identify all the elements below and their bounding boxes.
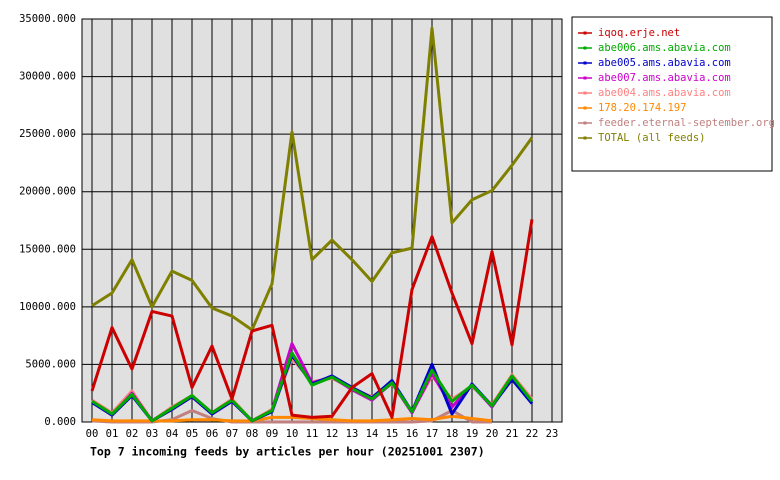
x-tick-label: 14: [366, 428, 379, 440]
x-tick-label: 06: [206, 428, 219, 440]
y-tick-label: 25000.000: [19, 128, 76, 140]
x-tick-label: 18: [446, 428, 459, 440]
legend-marker: [583, 106, 587, 110]
x-tick-label: 19: [466, 428, 479, 440]
chart-title: Top 7 incoming feeds by articles per hou…: [90, 445, 485, 459]
y-tick-label: 20000.000: [19, 186, 76, 198]
y-tick-label: 15000.000: [19, 243, 76, 255]
x-tick-label: 21: [506, 428, 519, 440]
x-tick-label: 23: [546, 428, 559, 440]
x-tick-label: 03: [146, 428, 159, 440]
legend-label: iqoq.erje.net: [598, 27, 680, 39]
y-tick-label: 0.000: [44, 416, 76, 428]
legend-label: TOTAL (all feeds): [598, 132, 705, 144]
legend-marker: [583, 121, 587, 125]
series-line: [91, 26, 534, 332]
x-tick-label: 17: [426, 428, 439, 440]
x-tick-label: 01: [106, 428, 119, 440]
x-tick-label: 12: [326, 428, 339, 440]
x-tick-label: 20: [486, 428, 499, 440]
legend-label: 178.20.174.197: [598, 102, 687, 114]
x-tick-label: 10: [286, 428, 299, 440]
x-tick-label: 05: [186, 428, 199, 440]
x-tick-label: 04: [166, 428, 179, 440]
x-tick-label: 07: [226, 428, 239, 440]
y-tick-label: 10000.000: [19, 301, 76, 313]
legend-box: [571, 16, 773, 172]
series-line: [91, 414, 493, 423]
x-tick-label: 00: [86, 428, 99, 440]
x-tick-label: 15: [386, 428, 399, 440]
y-tick-label: 35000.000: [19, 13, 76, 25]
x-tick-label: 02: [126, 428, 139, 440]
x-tick-label: 22: [526, 428, 539, 440]
x-tick-label: 13: [346, 428, 359, 440]
legend-marker: [583, 91, 587, 95]
legend-marker: [583, 76, 587, 80]
legend-marker: [583, 136, 587, 140]
legend-marker: [583, 61, 587, 65]
x-tick-label: 09: [266, 428, 279, 440]
series-line: [91, 351, 534, 423]
series-line: [90, 219, 534, 419]
x-tick-label: 16: [406, 428, 419, 440]
legend-label: abe005.ams.abavia.com: [598, 57, 731, 69]
legend-label: abe004.ams.abavia.com: [598, 87, 731, 99]
x-tick-label: 11: [306, 428, 319, 440]
legend-marker: [583, 31, 587, 35]
y-tick-label: 30000.000: [19, 71, 76, 83]
legend-marker: [583, 46, 587, 50]
plot-area: [82, 19, 562, 422]
x-tick-label: 08: [246, 428, 259, 440]
legend-label: abe006.ams.abavia.com: [598, 42, 731, 54]
legend-label: abe007.ams.abavia.com: [598, 72, 731, 84]
y-tick-label: 5000.000: [25, 358, 76, 370]
legend-label: feeder.eternal-september.org: [598, 117, 775, 129]
